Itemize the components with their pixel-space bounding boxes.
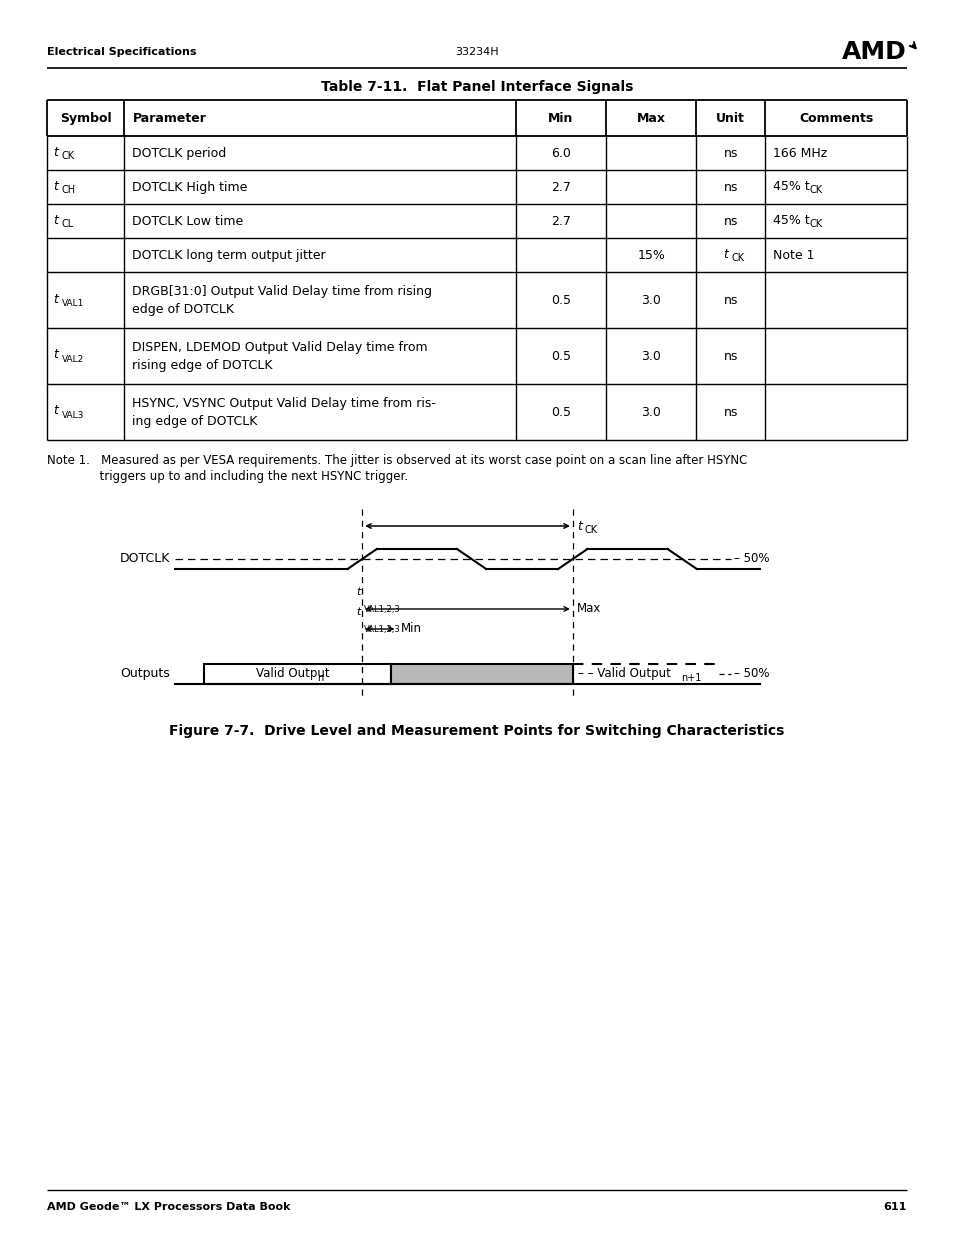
Text: CK: CK bbox=[808, 219, 821, 228]
Text: DOTCLK High time: DOTCLK High time bbox=[132, 180, 248, 194]
Text: Electrical Specifications: Electrical Specifications bbox=[47, 47, 196, 57]
Text: t: t bbox=[53, 293, 58, 305]
Text: 0.5: 0.5 bbox=[550, 294, 570, 306]
Text: ing edge of DOTCLK: ing edge of DOTCLK bbox=[132, 415, 257, 427]
Text: 6.0: 6.0 bbox=[550, 147, 570, 159]
Text: CK: CK bbox=[584, 525, 598, 535]
Text: ns: ns bbox=[722, 147, 737, 159]
Text: AMD: AMD bbox=[841, 40, 906, 64]
Text: triggers up to and including the next HSYNC trigger.: triggers up to and including the next HS… bbox=[47, 471, 408, 483]
Text: Min: Min bbox=[401, 622, 422, 636]
Text: CK: CK bbox=[808, 185, 821, 195]
Text: Parameter: Parameter bbox=[132, 111, 206, 125]
Text: 3.0: 3.0 bbox=[640, 294, 660, 306]
Text: 166 MHz: 166 MHz bbox=[772, 147, 826, 159]
Text: 2.7: 2.7 bbox=[550, 180, 570, 194]
Text: 0.5: 0.5 bbox=[550, 350, 570, 363]
Text: 33234H: 33234H bbox=[455, 47, 498, 57]
Text: HSYNC, VSYNC Output Valid Delay time from ris-: HSYNC, VSYNC Output Valid Delay time fro… bbox=[132, 396, 436, 410]
Text: 611: 611 bbox=[882, 1202, 906, 1212]
Text: – 50%: – 50% bbox=[733, 552, 768, 566]
Text: Symbol: Symbol bbox=[60, 111, 112, 125]
Text: AMD Geode™ LX Processors Data Book: AMD Geode™ LX Processors Data Book bbox=[47, 1202, 291, 1212]
Text: Unit: Unit bbox=[716, 111, 744, 125]
Text: ns: ns bbox=[722, 405, 737, 419]
Text: 3.0: 3.0 bbox=[640, 405, 660, 419]
Text: CK: CK bbox=[731, 253, 744, 263]
Text: t: t bbox=[53, 348, 58, 362]
Text: 45% t: 45% t bbox=[772, 214, 809, 226]
Text: DOTCLK Low time: DOTCLK Low time bbox=[132, 215, 243, 227]
Text: Outputs: Outputs bbox=[120, 667, 170, 680]
Text: t: t bbox=[53, 146, 58, 158]
Text: CK: CK bbox=[62, 151, 75, 161]
Text: t: t bbox=[53, 179, 58, 193]
Text: t: t bbox=[53, 405, 58, 417]
Text: Max: Max bbox=[577, 603, 600, 615]
Text: VAL1: VAL1 bbox=[62, 299, 84, 308]
Text: n: n bbox=[316, 673, 323, 683]
Text: 2.7: 2.7 bbox=[550, 215, 570, 227]
Text: Figure 7-7.  Drive Level and Measurement Points for Switching Characteristics: Figure 7-7. Drive Level and Measurement … bbox=[169, 724, 784, 739]
Text: VAL1,2,3: VAL1,2,3 bbox=[364, 625, 400, 634]
Text: 3.0: 3.0 bbox=[640, 350, 660, 363]
Text: Max: Max bbox=[636, 111, 665, 125]
Text: DOTCLK period: DOTCLK period bbox=[132, 147, 227, 159]
Text: 45% t: 45% t bbox=[772, 179, 809, 193]
Text: ns: ns bbox=[722, 180, 737, 194]
Text: Note 1: Note 1 bbox=[772, 248, 814, 262]
Text: – 50%: – 50% bbox=[733, 667, 768, 680]
Text: DOTCLK long term output jitter: DOTCLK long term output jitter bbox=[132, 248, 326, 262]
Text: t: t bbox=[355, 606, 360, 618]
Text: Note 1.   Measured as per VESA requirements. The jitter is observed at its worst: Note 1. Measured as per VESA requirement… bbox=[47, 454, 746, 467]
Text: edge of DOTCLK: edge of DOTCLK bbox=[132, 303, 234, 315]
Text: t: t bbox=[723, 247, 728, 261]
Bar bbox=[391, 664, 572, 684]
Text: CL: CL bbox=[62, 219, 74, 228]
Text: ns: ns bbox=[722, 350, 737, 363]
Text: DRGB[31:0] Output Valid Delay time from rising: DRGB[31:0] Output Valid Delay time from … bbox=[132, 284, 432, 298]
Text: CH: CH bbox=[62, 185, 76, 195]
Text: Min: Min bbox=[548, 111, 573, 125]
Text: DOTCLK: DOTCLK bbox=[119, 552, 170, 566]
Text: DISPEN, LDEMOD Output Valid Delay time from: DISPEN, LDEMOD Output Valid Delay time f… bbox=[132, 341, 428, 353]
Text: VAL1,2,3: VAL1,2,3 bbox=[364, 605, 400, 614]
Text: n+1: n+1 bbox=[680, 673, 700, 683]
Bar bbox=[204, 664, 391, 684]
Text: t: t bbox=[355, 587, 360, 597]
Text: Valid Output: Valid Output bbox=[255, 667, 330, 680]
Text: t: t bbox=[577, 520, 581, 532]
Text: Table 7-11.  Flat Panel Interface Signals: Table 7-11. Flat Panel Interface Signals bbox=[320, 80, 633, 94]
Text: t: t bbox=[53, 214, 58, 226]
Text: VAL3: VAL3 bbox=[62, 410, 84, 420]
Text: 15%: 15% bbox=[637, 248, 664, 262]
Text: 0.5: 0.5 bbox=[550, 405, 570, 419]
Text: – – Valid Output: – – Valid Output bbox=[578, 667, 670, 680]
Text: Comments: Comments bbox=[798, 111, 872, 125]
Text: ns: ns bbox=[722, 215, 737, 227]
Text: ns: ns bbox=[722, 294, 737, 306]
Text: rising edge of DOTCLK: rising edge of DOTCLK bbox=[132, 358, 273, 372]
Text: VAL2: VAL2 bbox=[62, 354, 84, 363]
